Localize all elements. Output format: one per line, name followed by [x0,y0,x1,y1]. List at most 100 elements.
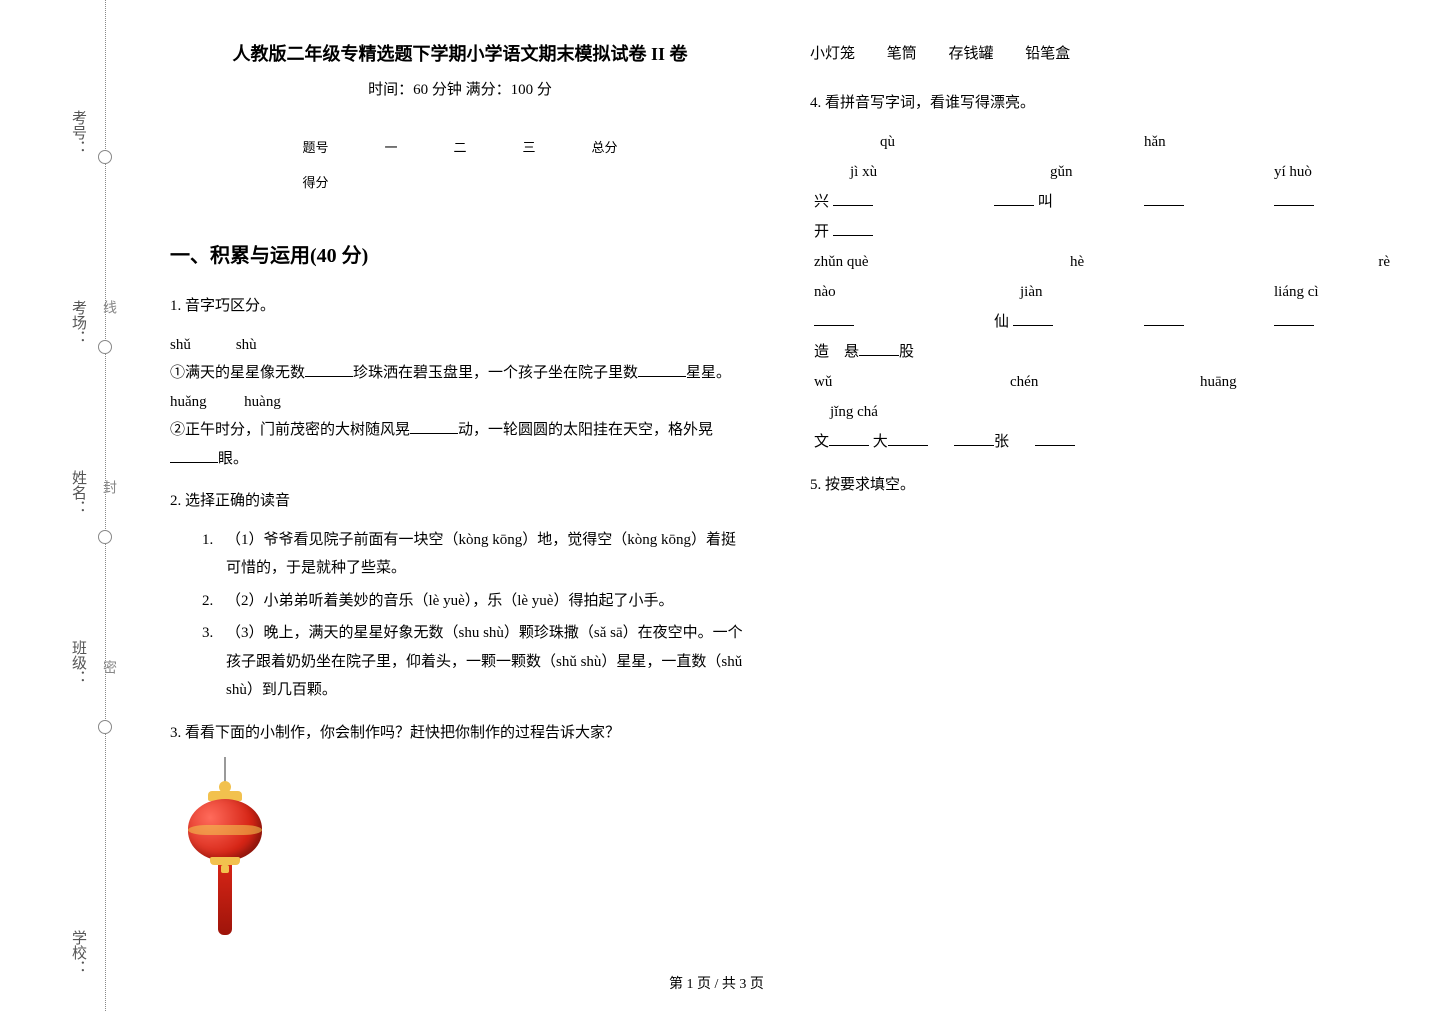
score-header: 一 [356,129,425,164]
seal-line-label-2: 封 [98,480,118,502]
char-blank: 开 [810,217,990,247]
score-header: 总分 [564,129,646,164]
pinyin: jǐng chá [810,397,1390,427]
char: 文 [814,434,829,450]
q1-text: 珍珠洒在碧玉盘里，一个孩子坐在院子里数 [353,365,638,381]
lantern-figure [170,757,750,947]
q1-text: 眼。 [218,451,248,467]
blank [1144,191,1184,206]
seal-line-label-3: 密 [98,660,118,682]
pinyin: hǎn [1140,127,1270,157]
pinyin: zhǔn què [810,247,990,277]
pinyin-grid: qù hǎn jì xù gǔn yí huò 兴 叫 开 zhǔn què h… [810,127,1390,457]
char-blank: 叫 [990,187,1140,217]
blank [1274,191,1314,206]
char-blank [810,307,990,337]
q1-number: 1. 音字巧区分。 [170,292,750,321]
pinyin: gǔn [990,157,1140,187]
score-cell [425,164,494,199]
blank [410,419,458,434]
pinyin: yí huò [1270,157,1390,187]
pinyin [1140,277,1270,307]
page-content: 人教版二年级专精选题下学期小学语文期末模拟试卷 II 卷 时间：60 分钟 满分… [170,40,1390,960]
blank [638,362,686,377]
char-blank: 兴 [810,187,990,217]
item-text: （1）爷爷看见院子前面有一块空（kòng kōng）地，觉得空（kòng kōn… [226,526,750,583]
q1-text: 动，一轮圆圆的太阳挂在天空，格外晃 [458,422,713,438]
blank [888,431,928,446]
q4-number: 4. 看拼音写字词，看谁写得漂亮。 [810,89,1390,118]
char: 大 [873,434,888,450]
punch-circle [98,150,112,164]
q1-text: ②正午时分，门前茂密的大树随风晃 [170,422,410,438]
pinyin [1270,367,1390,397]
blank [305,362,353,377]
pinyin: qù [810,127,990,157]
q2-list: 1. （1）爷爷看见院子前面有一块空（kòng kōng）地，觉得空（kòng … [202,526,750,705]
blank [954,431,994,446]
pinyin [1140,247,1270,277]
pinyin: hè [990,247,1140,277]
char-blank: 仙 [990,307,1140,337]
punch-circle [98,720,112,734]
score-cell [495,164,564,199]
char: 张 [994,434,1009,450]
page-footer: 第 1 页 / 共 3 页 [0,973,1433,993]
pinyin: liáng cì [1270,277,1390,307]
char-blank [1270,187,1390,217]
char: 开 [814,224,829,240]
craft-label: 笔筒 [887,46,917,62]
pinyin [1140,157,1270,187]
score-row-label: 得分 [274,164,356,199]
blank [859,341,899,356]
char-blank [1270,307,1390,337]
list-item: 1. （1）爷爷看见院子前面有一块空（kòng kōng）地，觉得空（kòng … [202,526,750,583]
punch-circle [98,340,112,354]
pinyin [990,127,1140,157]
item-text: （2）小弟弟听着美妙的音乐（lè yuè），乐（lè yuè）得拍起了小手。 [226,587,673,616]
pinyin [1270,127,1390,157]
char: 叫 [1038,194,1053,210]
field-name: 姓名： [68,470,89,515]
score-header: 二 [425,129,494,164]
char-blank [1140,307,1270,337]
pinyin: huāng [1140,367,1270,397]
q2-number: 2. 选择正确的读音 [170,487,750,516]
craft-label: 铅笔盒 [1025,46,1070,62]
score-cell [356,164,425,199]
blank [1013,311,1053,326]
list-item: 2. （2）小弟弟听着美妙的音乐（lè yuè），乐（lè yuè）得拍起了小手… [202,587,750,616]
paper-title: 人教版二年级专精选题下学期小学语文期末模拟试卷 II 卷 [170,40,750,66]
blank [814,311,854,326]
field-exam-id: 考号： [68,110,89,155]
section-1-title: 一、积累与运用(40 分) [170,239,750,268]
q3-number: 3. 看看下面的小制作，你会制作吗？赶快把你制作的过程告诉大家？ [170,719,750,748]
pinyin: jì xù [810,157,990,187]
craft-label: 存钱罐 [949,46,994,62]
item-num: 3. [202,619,226,705]
paper-time-score: 时间：60 分钟 满分：100 分 [170,78,750,99]
q1-text: ①满天的星星像无数 [170,365,305,381]
field-room: 考场： [68,300,89,345]
item-num: 2. [202,587,226,616]
char: 造 [814,344,829,360]
blank [994,191,1034,206]
q1-pinyin-2: huǎng huàng [170,388,750,417]
score-cell [564,164,646,199]
blank [829,431,869,446]
char-blank: 文 大 张 [810,427,1390,457]
pinyin: chén [990,367,1140,397]
craft-labels: 小灯笼 笔筒 存钱罐 铅笔盒 [810,40,1390,69]
score-header: 三 [495,129,564,164]
q1-text: 星星。 [686,365,731,381]
craft-label: 小灯笼 [810,46,855,62]
char: 兴 [814,194,829,210]
blank [1035,431,1075,446]
pinyin: jiàn [990,277,1140,307]
punch-circle [98,530,112,544]
list-item: 3. （3）晚上，满天的星星好象无数（shu shù）颗珍珠撒（sǎ sā）在夜… [202,619,750,705]
q1-body: shǔ shù ①满天的星星像无数珍珠洒在碧玉盘里，一个孩子坐在院子里数星星。 … [170,331,750,474]
pinyin: nào [810,277,990,307]
score-table: 题号 一 二 三 总分 得分 [274,129,645,199]
q5-number: 5. 按要求填空。 [810,471,1390,500]
